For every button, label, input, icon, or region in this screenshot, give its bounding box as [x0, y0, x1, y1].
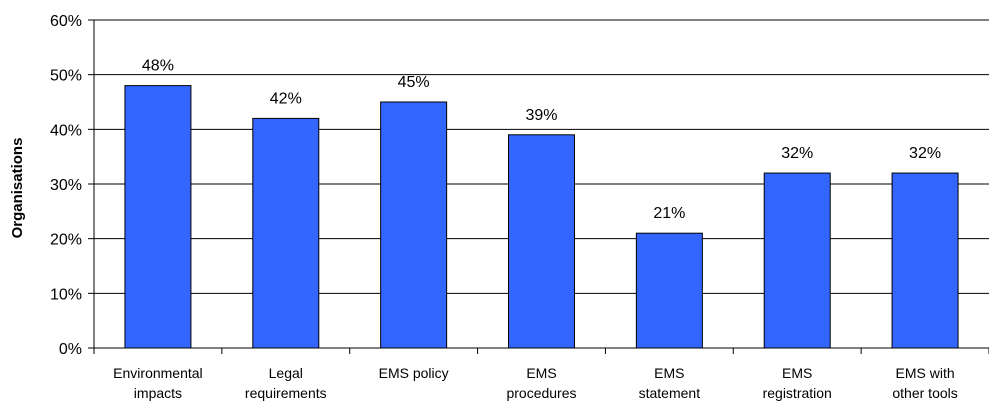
data-label: 45% — [398, 74, 430, 91]
data-label: 32% — [781, 145, 813, 162]
y-tick-label: 10% — [50, 286, 82, 303]
y-axis-title: Organisations — [9, 138, 26, 239]
bar — [380, 101, 448, 349]
x-category-label: EMS registration — [763, 365, 832, 401]
bar — [635, 232, 703, 349]
data-label: 21% — [653, 205, 685, 222]
x-category-label: Legal requirements — [245, 365, 327, 401]
x-category-label: EMS statement — [639, 365, 701, 401]
bars — [124, 85, 959, 349]
data-label: 32% — [909, 145, 941, 162]
y-tick-label: 30% — [50, 177, 82, 194]
y-tick-label: 60% — [50, 13, 82, 30]
bar — [763, 172, 831, 349]
data-label: 39% — [525, 107, 557, 124]
data-label: 42% — [270, 90, 302, 107]
y-tick-label: 50% — [50, 68, 82, 85]
y-tick-label: 20% — [50, 232, 82, 249]
x-category-label: EMS with other tools — [892, 365, 957, 401]
y-tick-label: 40% — [50, 122, 82, 139]
bar — [252, 117, 320, 349]
data-label: 48% — [142, 58, 174, 75]
y-tick-label: 0% — [59, 341, 82, 358]
x-category-label: EMS procedures — [506, 365, 576, 401]
labels: 0% 10% 20% 30% 40% 50% 60% 48% Environmental impa… — [50, 13, 958, 401]
x-category-label: Environmental impacts — [113, 365, 203, 401]
bar — [124, 85, 192, 349]
bar — [891, 172, 959, 349]
x-category-label: EMS policy — [379, 365, 449, 381]
bar — [508, 134, 575, 349]
